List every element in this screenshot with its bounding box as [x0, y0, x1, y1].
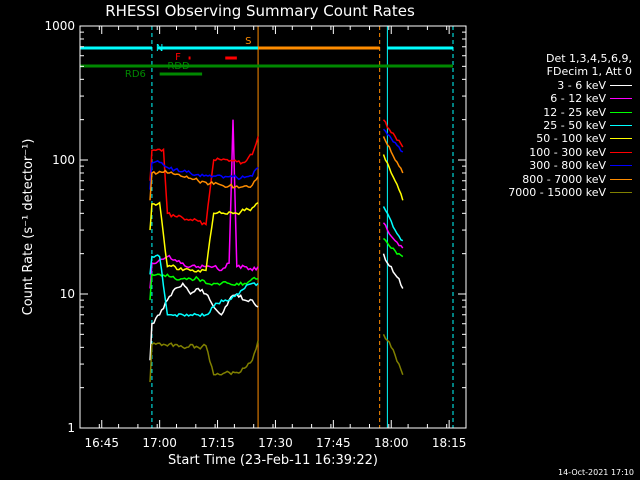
series-line — [382, 237, 404, 258]
series-line — [149, 201, 259, 274]
x-tick-label: 18:00 — [374, 436, 409, 450]
series-line — [382, 206, 404, 242]
series-line — [149, 169, 259, 201]
series-25-50kev — [149, 206, 404, 318]
y-tick-label: 100 — [52, 153, 75, 167]
legend-swatch — [610, 124, 632, 126]
chart-title: RHESSI Observing Summary Count Rates — [105, 2, 415, 20]
series-line — [149, 282, 259, 361]
legend-swatch — [610, 111, 632, 113]
x-tick-label: 16:45 — [84, 436, 119, 450]
legend-swatch — [610, 138, 632, 140]
y-tick-label: 1000 — [44, 19, 75, 33]
legend-item: 12 - 25 keV — [480, 106, 636, 119]
legend-item: 100 - 300 keV — [480, 146, 636, 159]
series-line — [382, 119, 404, 148]
x-tick-label: 18:15 — [432, 436, 467, 450]
series-line — [382, 154, 404, 201]
series-line — [149, 340, 259, 383]
flag-label-n: N — [156, 43, 163, 54]
legend-label: 7000 - 15000 keV — [508, 185, 606, 199]
legend-swatch — [610, 178, 632, 180]
legend-label: 25 - 50 keV — [543, 118, 606, 132]
y-tick-label: 1 — [67, 421, 75, 435]
legend-header-line2: FDecim 1, Att 0 — [546, 65, 632, 79]
legend-swatch — [610, 98, 632, 100]
series-7000-15000kev — [149, 333, 404, 383]
series-100-300kev — [149, 119, 404, 226]
series-line — [382, 253, 404, 289]
legend-label: 800 - 7000 keV — [522, 172, 606, 186]
x-tick-label: 17:45 — [316, 436, 351, 450]
series-line — [149, 136, 259, 226]
y-tick-label: 10 — [60, 287, 75, 301]
series-800-7000kev — [149, 136, 404, 201]
x-tick-label: 17:30 — [258, 436, 293, 450]
legend-label: 100 - 300 keV — [529, 145, 606, 159]
series-6-12kev — [149, 119, 404, 289]
legend-item: 6 - 12 keV — [480, 92, 636, 105]
legend: Det 1,3,4,5,6,9, FDecim 1, Att 0 3 - 6 k… — [480, 52, 636, 199]
series-50-100kev — [149, 154, 404, 274]
legend-label: 50 - 100 keV — [536, 132, 606, 146]
series-line — [149, 254, 259, 318]
legend-item: 25 - 50 keV — [480, 119, 636, 132]
series-12-25kev — [149, 237, 404, 301]
legend-swatch — [610, 151, 632, 153]
legend-label: 12 - 25 keV — [543, 105, 606, 119]
legend-label: 300 - 800 keV — [529, 159, 606, 173]
legend-item: 800 - 7000 keV — [480, 173, 636, 186]
legend-swatch — [610, 165, 632, 167]
legend-item: 50 - 100 keV — [480, 132, 636, 145]
legend-item: 300 - 800 keV — [480, 159, 636, 172]
series-300-800kev — [149, 128, 404, 190]
plot-frame — [79, 25, 467, 429]
flag-label-f: F — [175, 52, 181, 63]
legend-header-line1: Det 1,3,4,5,6,9, — [545, 52, 632, 65]
flag-label-rdd: RDD — [167, 61, 190, 72]
legend-item: 3 - 6 keV — [480, 79, 636, 92]
y-axis-label: Count Rate (s⁻¹ detector⁻¹) — [21, 139, 36, 316]
x-tick-label: 17:15 — [200, 436, 235, 450]
x-axis-label: Start Time (23-Feb-11 16:39:22) — [168, 453, 378, 468]
series-line — [382, 136, 404, 174]
x-tick-label: 17:00 — [142, 436, 177, 450]
legend-item: 7000 - 15000 keV — [480, 186, 636, 199]
legend-swatch — [610, 191, 632, 193]
footer-date: 14-Oct-2021 17:10 — [558, 468, 634, 477]
flag-label-rd6: RD6 — [125, 69, 146, 80]
series-line — [149, 160, 259, 190]
series-line — [382, 128, 404, 153]
legend-label: 6 - 12 keV — [550, 92, 606, 106]
series-line — [149, 273, 259, 301]
series-line — [382, 222, 404, 249]
series-line — [382, 333, 404, 375]
legend-swatch — [610, 84, 632, 86]
series-3-6kev — [149, 253, 404, 361]
legend-label: 3 - 6 keV — [557, 78, 606, 92]
flag-label-s: S — [245, 36, 251, 47]
